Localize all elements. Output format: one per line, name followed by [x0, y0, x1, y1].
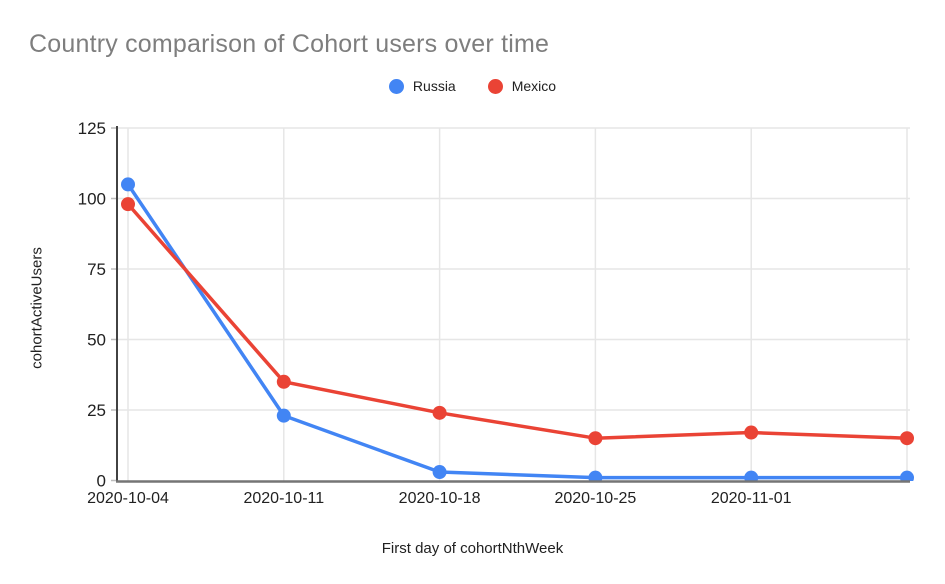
- data-point: [121, 197, 135, 212]
- svg-text:2020-11-01: 2020-11-01: [711, 490, 792, 507]
- series-line-russia: [126, 182, 909, 480]
- legend-dot-mexico-icon: [487, 78, 503, 94]
- svg-text:25: 25: [87, 401, 106, 420]
- legend-label-russia: Russia: [412, 78, 456, 94]
- data-point: [432, 465, 447, 480]
- series-mexico: [121, 197, 914, 446]
- data-point: [588, 470, 603, 481]
- svg-text:2020-10-18: 2020-10-18: [399, 490, 481, 507]
- series-russia: [121, 177, 914, 481]
- svg-text:2020-10-25: 2020-10-25: [554, 490, 636, 507]
- legend-label-mexico: Mexico: [511, 78, 557, 94]
- svg-text:2020-10-11: 2020-10-11: [243, 490, 324, 507]
- svg-text:50: 50: [87, 331, 106, 350]
- svg-text:0: 0: [97, 472, 106, 491]
- data-point: [276, 374, 291, 389]
- chart-title: Country comparison of Cohort users over …: [29, 30, 550, 58]
- legend-item-russia[interactable]: Russia: [388, 78, 456, 94]
- data-point: [744, 425, 759, 440]
- legend-dot-russia-icon: [388, 78, 404, 94]
- svg-text:75: 75: [87, 260, 106, 279]
- data-point: [121, 177, 135, 192]
- series-line-mexico: [126, 202, 909, 440]
- svg-text:2020-10-04: 2020-10-04: [87, 490, 169, 507]
- data-point: [900, 431, 914, 446]
- chart-legend: Russia Mexico: [0, 78, 945, 94]
- data-point: [276, 408, 291, 423]
- data-point: [432, 405, 447, 420]
- svg-text:125: 125: [78, 119, 106, 138]
- y-tick-labels: 0 25 50 75 100 125: [78, 119, 106, 491]
- svg-text:100: 100: [78, 190, 106, 209]
- data-point: [744, 470, 759, 481]
- axis-lines: [116, 126, 910, 483]
- data-point: [588, 431, 603, 446]
- x-tick-labels: 2020-10-04 2020-10-11 2020-10-18 2020-10-25…: [87, 490, 792, 507]
- gridlines: [111, 127, 910, 482]
- data-point: [900, 470, 914, 481]
- x-axis-title: First day of cohortNthWeek: [381, 540, 564, 557]
- legend-item-mexico[interactable]: Mexico: [487, 78, 557, 94]
